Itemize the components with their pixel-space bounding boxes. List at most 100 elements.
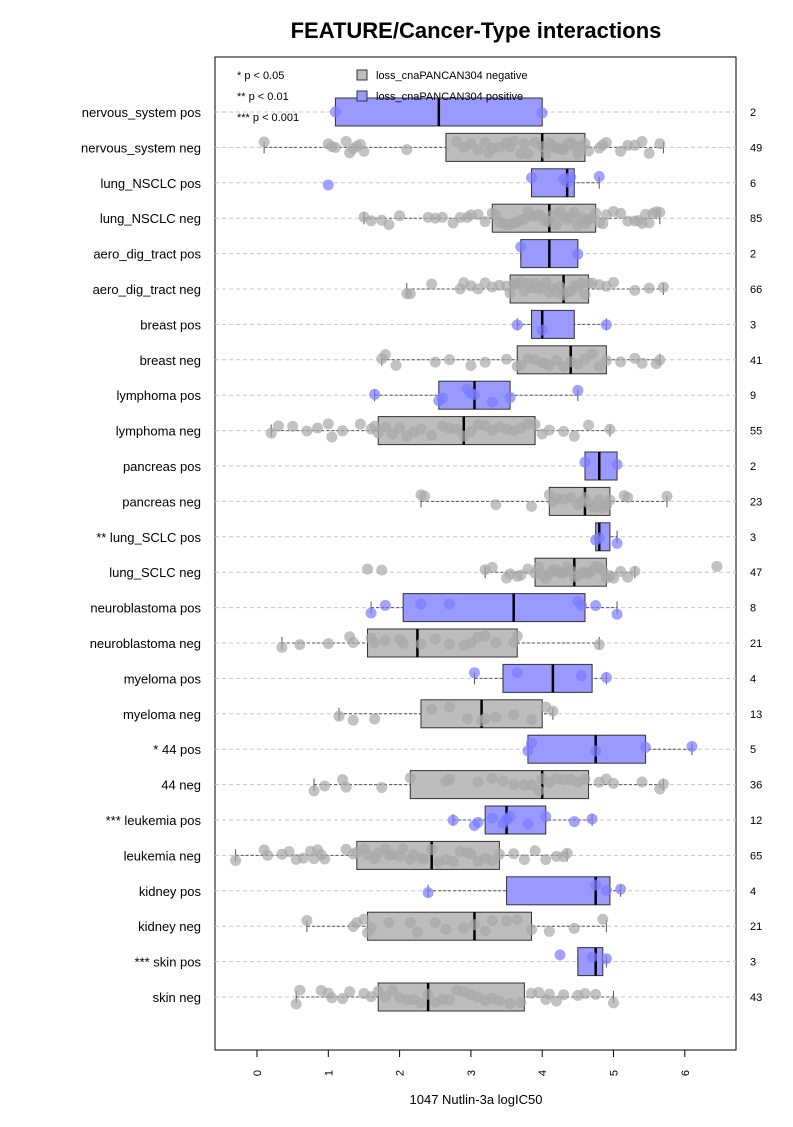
data-point <box>515 997 527 1009</box>
data-point <box>554 949 566 961</box>
data-point <box>590 879 602 891</box>
data-point <box>565 492 577 504</box>
significance-legend-item: ** p < 0.01 <box>237 91 289 103</box>
data-point <box>597 913 609 925</box>
data-point <box>429 633 441 645</box>
data-point <box>379 991 391 1003</box>
group-count: 55 <box>750 426 762 438</box>
data-point <box>654 138 666 150</box>
group-label: nervous_system neg <box>81 140 201 155</box>
data-point <box>608 276 619 288</box>
group-count: 2 <box>750 249 756 261</box>
data-point <box>283 846 295 858</box>
data-point <box>543 925 555 937</box>
data-point <box>586 348 598 360</box>
data-point <box>379 634 391 646</box>
data-point <box>490 637 502 649</box>
data-point <box>504 391 516 403</box>
data-point <box>333 710 345 722</box>
data-point <box>369 713 381 725</box>
data-point <box>518 138 530 150</box>
data-point <box>515 359 527 371</box>
chart-title: FEATURE/Cancer-Type interactions <box>291 18 662 43</box>
group-count: 23 <box>750 496 762 508</box>
data-point <box>600 671 612 683</box>
data-point <box>550 219 562 231</box>
data-point <box>394 210 406 222</box>
data-point <box>600 319 612 331</box>
data-point <box>657 281 669 293</box>
data-point <box>543 424 555 436</box>
x-tick-label: 5 <box>609 1070 621 1076</box>
group-label: neuroblastoma neg <box>90 636 201 651</box>
group-label: aero_dig_tract pos <box>93 247 201 262</box>
data-point <box>593 532 605 544</box>
point-layer <box>230 106 723 1010</box>
group-label: breast neg <box>140 353 201 368</box>
group-label: nervous_system pos <box>82 105 202 120</box>
data-point <box>404 288 416 300</box>
data-point <box>600 953 612 965</box>
data-point <box>504 287 516 299</box>
data-point <box>369 637 381 649</box>
data-point <box>565 171 577 183</box>
data-point <box>379 421 391 433</box>
data-point <box>529 418 541 430</box>
data-point <box>262 849 274 861</box>
group-label: pancreas neg <box>122 494 201 509</box>
x-tick-label: 3 <box>466 1070 478 1076</box>
legend-swatch <box>356 90 368 102</box>
data-point <box>586 813 598 825</box>
data-point <box>347 636 359 648</box>
group-count: 6 <box>750 178 756 190</box>
data-point <box>558 989 570 1001</box>
data-point <box>383 219 395 231</box>
data-point <box>579 456 591 468</box>
data-point <box>590 988 602 1000</box>
data-point <box>550 354 562 366</box>
data-point <box>458 922 470 934</box>
data-point <box>365 215 377 227</box>
data-point <box>419 853 431 865</box>
group-label: skin neg <box>153 990 201 1005</box>
data-point <box>444 598 456 610</box>
data-point <box>294 639 306 651</box>
group-count: 85 <box>750 213 762 225</box>
data-point <box>493 848 505 860</box>
data-point <box>465 426 477 438</box>
legend-swatch <box>356 69 368 81</box>
box <box>527 734 647 764</box>
data-point <box>486 855 498 867</box>
group-label: ** lung_SCLC pos <box>96 530 201 545</box>
data-point <box>301 914 313 926</box>
data-point <box>526 924 538 936</box>
group-count: 41 <box>750 355 762 367</box>
data-point <box>444 354 456 366</box>
data-point <box>426 278 438 290</box>
data-point <box>486 396 498 408</box>
data-point <box>536 107 548 119</box>
data-point <box>522 818 534 830</box>
data-point <box>326 431 338 443</box>
data-point <box>550 995 562 1007</box>
group-label-layer: nervous_system pos nervous_system neg lung… <box>81 105 201 1005</box>
data-point <box>472 209 484 221</box>
group-label: leukemia neg <box>124 848 201 863</box>
data-point <box>643 217 655 229</box>
data-point <box>426 429 438 441</box>
x-tick-label: 0 <box>252 1070 264 1076</box>
group-label: aero_dig_tract neg <box>93 282 201 297</box>
data-point <box>575 600 587 612</box>
data-point <box>636 357 648 369</box>
x-tick-label: 4 <box>537 1070 549 1076</box>
group-count: 13 <box>750 709 762 721</box>
significance-legend-item: *** p < 0.001 <box>237 112 299 124</box>
data-point <box>468 389 480 401</box>
data-point <box>629 565 641 577</box>
data-point <box>600 884 612 896</box>
data-point <box>604 423 616 435</box>
data-point <box>365 922 377 934</box>
data-point <box>472 144 484 156</box>
data-point <box>344 986 356 998</box>
data-point <box>536 324 548 336</box>
